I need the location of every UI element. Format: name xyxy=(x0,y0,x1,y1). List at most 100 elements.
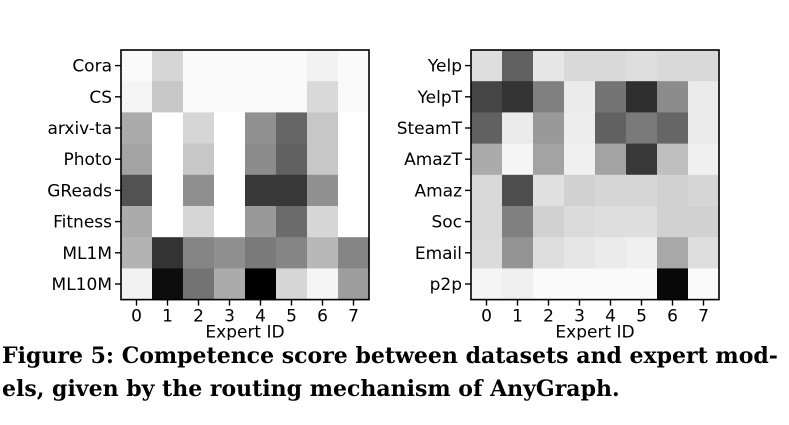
cell-1-5-2 xyxy=(533,206,565,238)
y-tick-label: ML10M xyxy=(52,275,112,295)
y-tick-label: GReads xyxy=(47,181,112,201)
cell-0-3-7 xyxy=(338,143,370,176)
cell-0-1-4 xyxy=(245,81,277,113)
y-tick-label: arxiv-ta xyxy=(47,119,112,139)
cell-0-7-3 xyxy=(214,268,246,301)
cell-0-0-3 xyxy=(214,50,246,82)
cell-1-7-5 xyxy=(626,268,658,301)
cell-1-6-4 xyxy=(595,237,627,269)
y-tick-label: AmazT xyxy=(404,150,463,170)
cell-0-6-5 xyxy=(276,237,308,269)
cell-1-3-3 xyxy=(564,143,596,176)
cell-1-1-1 xyxy=(502,81,534,113)
cell-1-0-3 xyxy=(564,50,596,82)
cell-0-6-2 xyxy=(183,237,215,269)
cell-0-3-5 xyxy=(276,143,308,176)
y-tick-label: Cora xyxy=(72,57,112,77)
cell-1-6-7 xyxy=(688,237,720,269)
x-axis-label: Expert ID xyxy=(205,323,284,340)
cell-0-1-1 xyxy=(152,81,184,113)
cell-1-4-3 xyxy=(564,174,596,207)
cell-0-4-0 xyxy=(121,174,153,207)
cell-1-1-2 xyxy=(533,81,565,113)
heatmap-figure: Cora CS arxiv-ta Photo GReads Fitness ML1M ML10… xyxy=(47,49,720,340)
cell-0-3-4 xyxy=(245,143,277,176)
cell-0-6-3 xyxy=(214,237,246,269)
cell-0-2-6 xyxy=(307,112,339,145)
cell-1-3-5 xyxy=(626,143,658,176)
cell-1-5-6 xyxy=(657,206,689,238)
cell-0-0-0 xyxy=(121,50,153,82)
cell-1-3-7 xyxy=(688,143,720,176)
cell-0-5-0 xyxy=(121,206,153,238)
cell-1-3-1 xyxy=(502,143,534,176)
cell-0-0-7 xyxy=(338,50,370,82)
y-tick-label: Photo xyxy=(64,150,113,170)
x-tick-label: 7 xyxy=(348,307,359,327)
y-tick-label: Amaz xyxy=(414,181,462,201)
x-tick-label: 5 xyxy=(636,307,647,327)
cell-1-2-4 xyxy=(595,112,627,145)
cell-0-5-6 xyxy=(307,206,339,238)
cell-0-4-2 xyxy=(183,174,215,207)
cell-1-3-2 xyxy=(533,143,565,176)
cell-1-6-6 xyxy=(657,237,689,269)
cell-0-4-6 xyxy=(307,174,339,207)
cell-1-1-6 xyxy=(657,81,689,113)
cell-0-7-7 xyxy=(338,268,370,301)
cell-1-0-1 xyxy=(502,50,534,82)
y-tick-label: YelpT xyxy=(417,88,463,108)
cell-0-1-0 xyxy=(121,81,153,113)
cell-1-7-0 xyxy=(471,268,503,301)
cell-1-4-4 xyxy=(595,174,627,207)
cell-0-3-3 xyxy=(214,143,246,176)
cell-1-0-0 xyxy=(471,50,503,82)
cell-0-3-2 xyxy=(183,143,215,176)
cell-1-1-4 xyxy=(595,81,627,113)
cell-0-1-5 xyxy=(276,81,308,113)
cell-1-1-5 xyxy=(626,81,658,113)
cell-0-5-3 xyxy=(214,206,246,238)
heatmap-frame xyxy=(470,49,720,301)
heatmap-right: Yelp YelpT SteamT AmazT Amaz Soc Email p2p 0 1 2 3 4… xyxy=(397,49,720,340)
y-tick-label: Fitness xyxy=(53,213,112,233)
cell-0-1-6 xyxy=(307,81,339,113)
cell-0-0-5 xyxy=(276,50,308,82)
cell-1-2-2 xyxy=(533,112,565,145)
cell-1-7-6 xyxy=(657,268,689,301)
cell-1-1-7 xyxy=(688,81,720,113)
cell-0-2-1 xyxy=(152,112,184,145)
x-tick-label: 2 xyxy=(543,307,554,327)
cell-1-4-6 xyxy=(657,174,689,207)
y-tick-label: Soc xyxy=(431,213,462,233)
cell-0-3-6 xyxy=(307,143,339,176)
cell-1-3-4 xyxy=(595,143,627,176)
x-tick-label: 3 xyxy=(224,307,235,327)
cell-1-6-1 xyxy=(502,237,534,269)
cell-1-2-0 xyxy=(471,112,503,145)
cell-1-3-6 xyxy=(657,143,689,176)
cell-0-7-4 xyxy=(245,268,277,301)
cell-1-2-6 xyxy=(657,112,689,145)
cell-0-3-1 xyxy=(152,143,184,176)
cell-0-7-6 xyxy=(307,268,339,301)
cell-0-5-2 xyxy=(183,206,215,238)
cell-0-6-4 xyxy=(245,237,277,269)
x-axis-label: Expert ID xyxy=(555,323,634,340)
cell-0-5-7 xyxy=(338,206,370,238)
cell-1-7-7 xyxy=(688,268,720,301)
cell-0-0-1 xyxy=(152,50,184,82)
y-tick-label: p2p xyxy=(430,275,462,295)
cell-0-1-2 xyxy=(183,81,215,113)
cell-0-1-3 xyxy=(214,81,246,113)
cell-0-7-0 xyxy=(121,268,153,301)
cell-0-2-0 xyxy=(121,112,153,145)
cell-1-7-4 xyxy=(595,268,627,301)
y-tick-label: Email xyxy=(415,244,462,264)
cell-1-0-4 xyxy=(595,50,627,82)
cell-0-6-0 xyxy=(121,237,153,269)
cell-0-4-7 xyxy=(338,174,370,207)
cell-1-6-3 xyxy=(564,237,596,269)
cell-0-4-3 xyxy=(214,174,246,207)
cell-1-5-7 xyxy=(688,206,720,238)
